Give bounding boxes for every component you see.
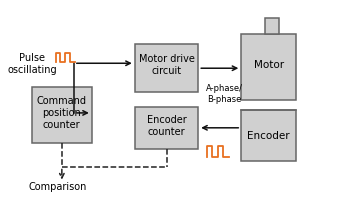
Text: Comparison: Comparison bbox=[28, 182, 87, 192]
Text: Encoder: Encoder bbox=[247, 131, 290, 141]
Bar bbox=[135, 44, 198, 92]
Text: Encoder
counter: Encoder counter bbox=[147, 115, 186, 137]
Bar bbox=[135, 107, 198, 149]
Text: Motor: Motor bbox=[254, 60, 284, 70]
Text: Motor drive
circuit: Motor drive circuit bbox=[139, 54, 195, 76]
Bar bbox=[241, 34, 296, 100]
Text: A-phase/
B-phase: A-phase/ B-phase bbox=[206, 84, 243, 104]
Text: Pulse
oscillating: Pulse oscillating bbox=[8, 53, 57, 75]
Bar bbox=[32, 87, 92, 143]
Bar bbox=[241, 110, 296, 161]
Bar bbox=[265, 18, 279, 34]
Text: Command
position
counter: Command position counter bbox=[37, 96, 87, 130]
